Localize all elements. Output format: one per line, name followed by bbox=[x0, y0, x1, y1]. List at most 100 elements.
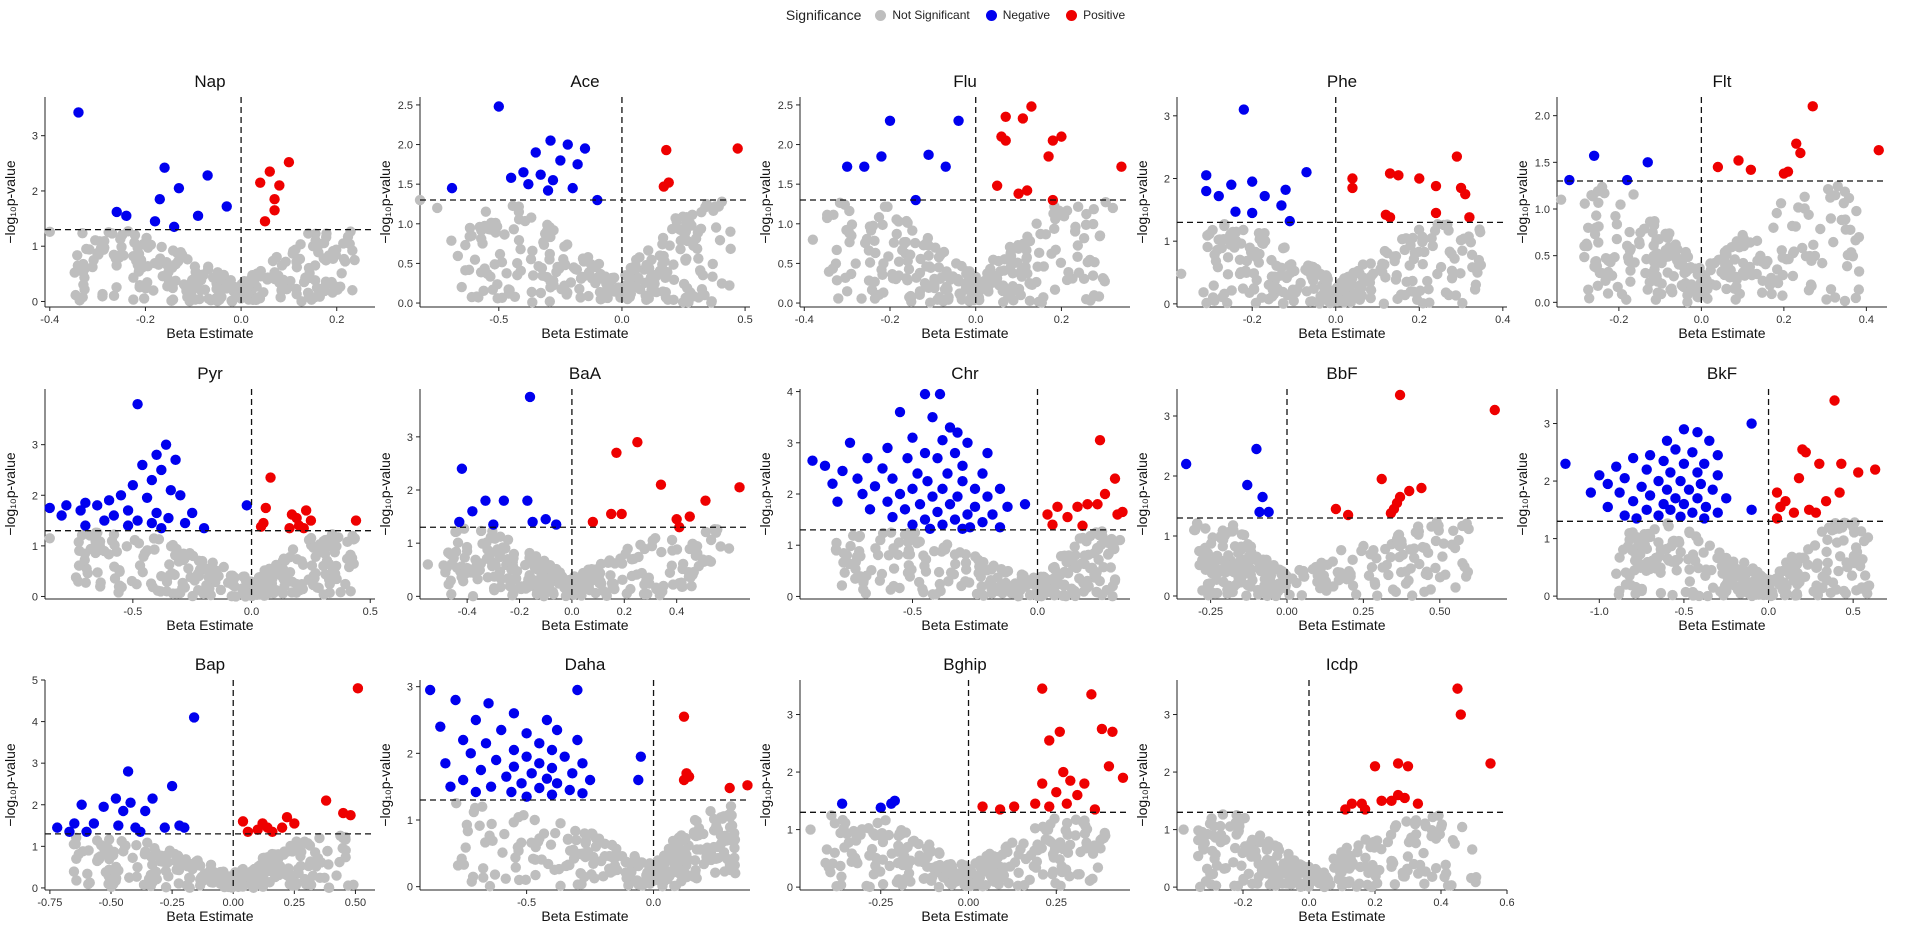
point-not-significant bbox=[1457, 520, 1468, 532]
point-not-significant bbox=[164, 559, 175, 570]
point-not-significant bbox=[525, 254, 537, 265]
point-positive bbox=[742, 780, 753, 791]
point-not-significant bbox=[1058, 580, 1070, 591]
point-negative bbox=[454, 516, 465, 528]
point-not-significant bbox=[838, 823, 849, 835]
point-negative bbox=[76, 799, 87, 810]
y-tick-label: 0.5 bbox=[398, 258, 413, 270]
point-not-significant bbox=[892, 857, 904, 869]
point-not-significant bbox=[1365, 292, 1376, 304]
point-not-significant bbox=[1450, 582, 1461, 593]
point-negative bbox=[1254, 506, 1265, 518]
x-tick-label: 0.50 bbox=[345, 897, 366, 909]
point-not-significant bbox=[1836, 214, 1847, 226]
x-axis-label: Beta Estimate bbox=[541, 908, 628, 924]
point-not-significant bbox=[1629, 257, 1640, 268]
point-not-significant bbox=[1298, 565, 1309, 577]
y-axis-label: −log₁₀p-value bbox=[377, 452, 393, 536]
point-not-significant bbox=[548, 588, 559, 600]
point-not-significant bbox=[626, 570, 638, 582]
point-not-significant bbox=[484, 880, 496, 892]
point-not-significant bbox=[709, 867, 721, 878]
point-not-significant bbox=[276, 260, 288, 271]
point-not-significant bbox=[461, 545, 473, 557]
point-not-significant bbox=[499, 229, 510, 240]
point-not-significant bbox=[864, 257, 876, 268]
point-not-significant bbox=[1263, 836, 1274, 847]
point-not-significant bbox=[956, 260, 967, 272]
point-negative bbox=[1712, 449, 1723, 461]
point-not-significant bbox=[476, 233, 487, 244]
point-not-significant bbox=[534, 833, 545, 844]
point-not-significant bbox=[850, 573, 861, 584]
point-not-significant bbox=[668, 259, 679, 270]
point-positive bbox=[1072, 501, 1083, 513]
point-not-significant bbox=[649, 278, 660, 289]
y-tick-label: 1 bbox=[32, 541, 38, 553]
x-tick-label: -1.0 bbox=[1590, 606, 1609, 618]
point-not-significant bbox=[1287, 573, 1298, 584]
point-positive bbox=[1052, 501, 1063, 513]
point-not-significant bbox=[95, 577, 106, 588]
x-tick-label: 0.0 bbox=[968, 314, 983, 326]
point-negative bbox=[962, 437, 973, 448]
point-positive bbox=[1430, 180, 1442, 192]
point-not-significant bbox=[446, 588, 457, 600]
point-not-significant bbox=[1757, 275, 1768, 287]
point-not-significant bbox=[964, 296, 975, 307]
point-negative bbox=[864, 504, 876, 515]
point-not-significant bbox=[482, 268, 493, 279]
points-icdp bbox=[1178, 683, 1496, 893]
point-positive bbox=[1042, 509, 1053, 520]
point-not-significant bbox=[573, 583, 584, 595]
point-not-significant bbox=[467, 590, 479, 602]
point-not-significant bbox=[559, 280, 570, 291]
point-not-significant bbox=[167, 282, 178, 294]
point-not-significant bbox=[1250, 297, 1262, 309]
point-positive bbox=[264, 166, 275, 177]
point-not-significant bbox=[1331, 854, 1342, 866]
y-tick-label: 1 bbox=[1544, 534, 1550, 546]
x-axis-label: Beta Estimate bbox=[921, 908, 1008, 924]
point-negative bbox=[75, 505, 86, 516]
point-not-significant bbox=[182, 291, 193, 303]
x-tick-label: 0.0 bbox=[646, 897, 661, 909]
legend-item-not-significant: Not Significant bbox=[875, 8, 970, 22]
point-not-significant bbox=[108, 290, 120, 302]
point-not-significant bbox=[914, 267, 926, 279]
point-not-significant bbox=[572, 879, 583, 890]
point-not-significant bbox=[1406, 590, 1418, 601]
point-positive bbox=[1116, 161, 1127, 172]
panel-title-bap: Bap bbox=[195, 655, 225, 674]
point-not-significant bbox=[1752, 255, 1763, 266]
point-negative bbox=[912, 468, 923, 479]
point-not-significant bbox=[1649, 216, 1660, 227]
y-tick-label: 1.5 bbox=[778, 179, 793, 191]
point-not-significant bbox=[993, 851, 1004, 863]
point-negative bbox=[1636, 481, 1647, 493]
point-negative bbox=[1301, 167, 1312, 178]
point-negative bbox=[1653, 475, 1664, 487]
point-not-significant bbox=[877, 879, 889, 890]
point-not-significant bbox=[1684, 527, 1695, 539]
point-not-significant bbox=[719, 866, 730, 877]
point-negative bbox=[894, 406, 906, 418]
point-not-significant bbox=[1032, 261, 1043, 272]
point-positive bbox=[616, 508, 627, 520]
point-negative bbox=[506, 786, 517, 798]
point-not-significant bbox=[70, 289, 81, 301]
point-not-significant bbox=[1098, 274, 1109, 285]
point-negative bbox=[168, 221, 180, 233]
point-not-significant bbox=[251, 294, 262, 306]
point-not-significant bbox=[1417, 258, 1429, 270]
point-not-significant bbox=[677, 558, 689, 570]
point-not-significant bbox=[915, 253, 926, 265]
point-not-significant bbox=[861, 880, 872, 892]
point-not-significant bbox=[1472, 267, 1483, 278]
point-not-significant bbox=[44, 226, 55, 238]
point-not-significant bbox=[1021, 244, 1032, 256]
point-negative bbox=[886, 798, 897, 809]
point-not-significant bbox=[1024, 235, 1036, 247]
